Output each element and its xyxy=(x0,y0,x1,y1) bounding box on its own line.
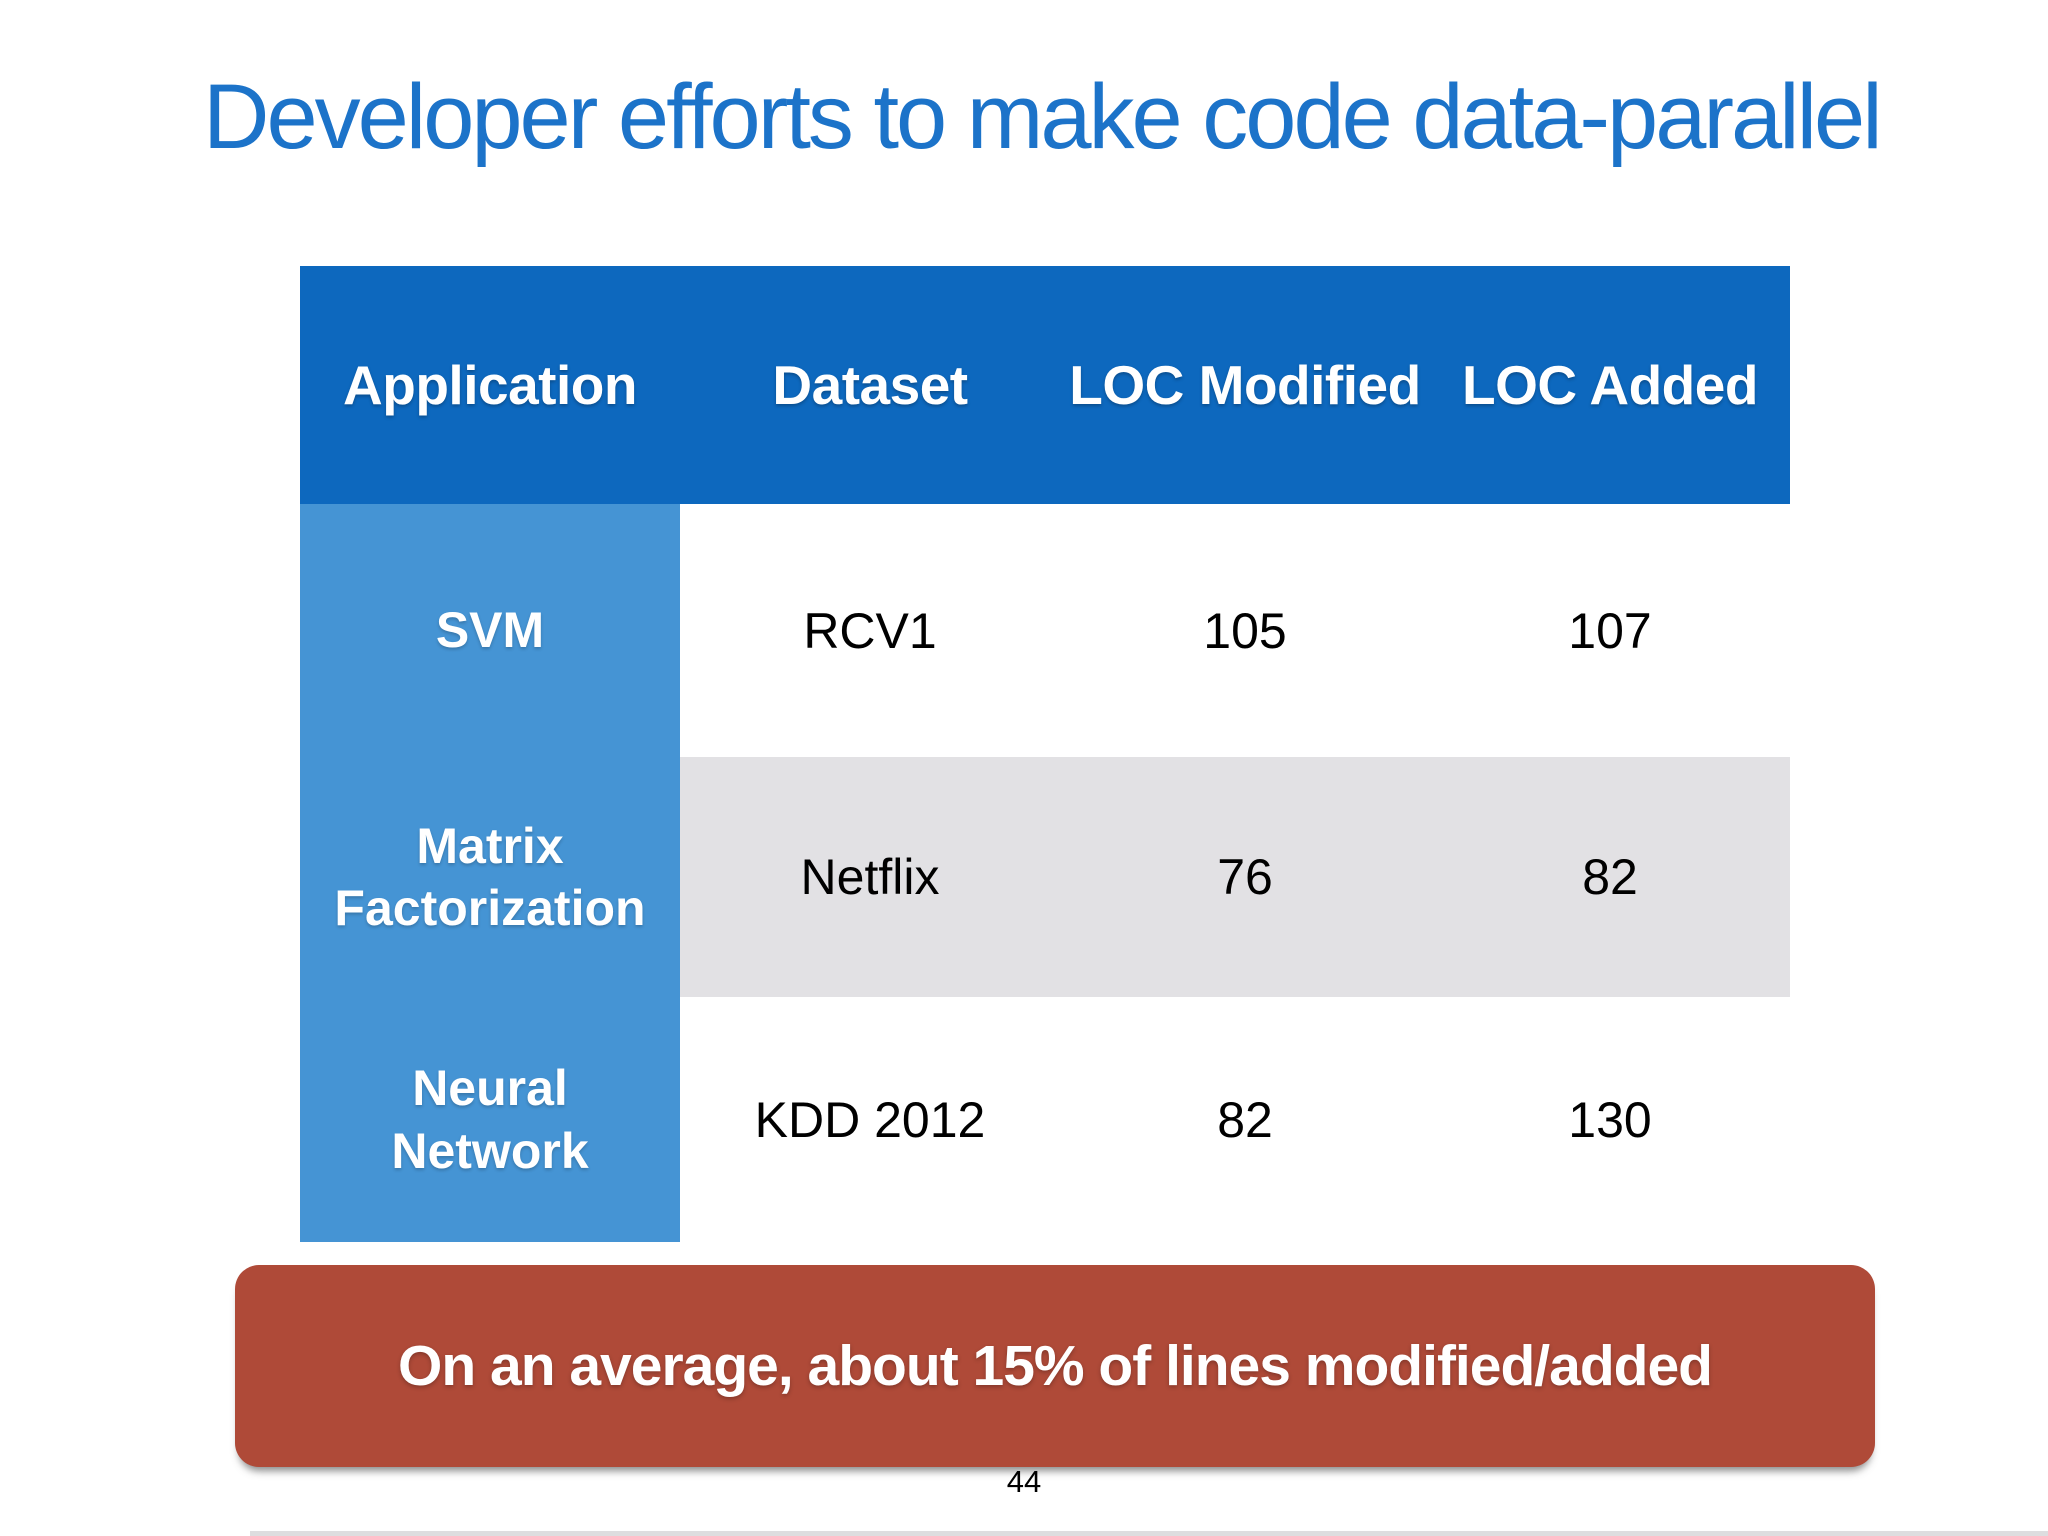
column-header-application: Application xyxy=(343,354,637,416)
callout-text: On an average, about 15% of lines modifi… xyxy=(398,1334,1713,1398)
cell-loc-added: 107 xyxy=(1568,602,1652,659)
bottom-edge-line xyxy=(250,1531,2048,1536)
page-number: 44 xyxy=(1006,1464,1042,1499)
callout-banner: On an average, about 15% of lines modifi… xyxy=(235,1265,1875,1467)
column-header-loc-modified: LOC Modified xyxy=(1069,354,1421,416)
cell-application: Neural Network xyxy=(300,997,680,1242)
cell-dataset: RCV1 xyxy=(803,602,937,659)
cell-loc-added: 130 xyxy=(1568,1091,1652,1148)
cell-loc-added: 82 xyxy=(1430,757,1790,997)
table-row: Neural Network KDD 2012 82 130 xyxy=(300,997,1790,1242)
table-header-row: Application Dataset LOC Modified LOC Add… xyxy=(300,266,1790,504)
cell-dataset: Netflix xyxy=(680,757,1060,997)
cell-application: Matrix Factorization xyxy=(300,757,680,997)
column-header-dataset: Dataset xyxy=(772,354,968,416)
table-row: SVM RCV1 105 107 xyxy=(300,504,1790,757)
loc-table: Application Dataset LOC Modified LOC Add… xyxy=(300,266,1790,1242)
cell-dataset: KDD 2012 xyxy=(754,1091,986,1148)
cell-application: SVM xyxy=(300,504,680,757)
slide-title: Developer efforts to make code data-para… xyxy=(203,66,1883,168)
column-header-loc-added: LOC Added xyxy=(1462,354,1758,416)
cell-loc-modified: 82 xyxy=(1217,1091,1273,1148)
cell-loc-modified: 105 xyxy=(1203,602,1287,659)
cell-loc-modified: 76 xyxy=(1060,757,1430,997)
table-row: Matrix Factorization Netflix 76 82 xyxy=(300,757,1790,997)
